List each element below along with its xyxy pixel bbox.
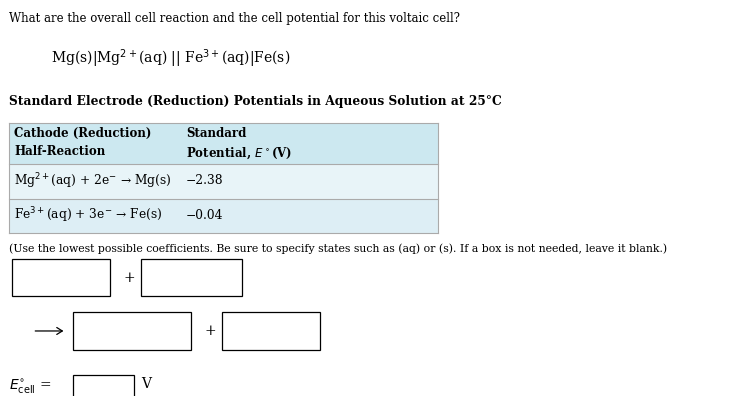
Text: −0.04: −0.04 <box>186 208 224 222</box>
Text: $E^{\circ}_{\mathrm{cell}}$ =: $E^{\circ}_{\mathrm{cell}}$ = <box>9 378 51 396</box>
FancyBboxPatch shape <box>9 199 438 233</box>
Bar <box>222 312 320 350</box>
Bar <box>73 312 191 350</box>
Text: +: + <box>124 270 135 284</box>
Text: Cathode (Reduction): Cathode (Reduction) <box>14 128 151 140</box>
Text: (Use the lowest possible coefficients. Be sure to specify states such as (aq) or: (Use the lowest possible coefficients. B… <box>9 243 667 254</box>
Text: Half-Reaction: Half-Reaction <box>14 145 105 158</box>
Text: V: V <box>141 378 150 392</box>
Text: Mg(s)|Mg$^{2+}$(aq) || Fe$^{3+}$(aq)|Fe(s): Mg(s)|Mg$^{2+}$(aq) || Fe$^{3+}$(aq)|Fe(… <box>51 48 290 70</box>
Text: Mg$^{2+}$(aq) + 2e$^{-}$ → Mg(s): Mg$^{2+}$(aq) + 2e$^{-}$ → Mg(s) <box>14 171 172 191</box>
Text: +: + <box>205 324 216 338</box>
Text: −2.38: −2.38 <box>186 174 224 187</box>
Bar <box>12 259 110 296</box>
Text: Fe$^{3+}$(aq) + 3e$^{-}$ → Fe(s): Fe$^{3+}$(aq) + 3e$^{-}$ → Fe(s) <box>14 206 163 225</box>
Bar <box>141 259 242 296</box>
Bar <box>73 375 134 400</box>
Text: Standard Electrode (Reduction) Potentials in Aqueous Solution at 25°C: Standard Electrode (Reduction) Potential… <box>9 95 501 108</box>
FancyBboxPatch shape <box>9 123 438 164</box>
Text: Potential, $E^\circ$(V): Potential, $E^\circ$(V) <box>186 145 293 161</box>
Text: Standard: Standard <box>186 128 246 140</box>
FancyBboxPatch shape <box>9 164 438 199</box>
Text: What are the overall cell reaction and the cell potential for this voltaic cell?: What are the overall cell reaction and t… <box>9 12 460 25</box>
